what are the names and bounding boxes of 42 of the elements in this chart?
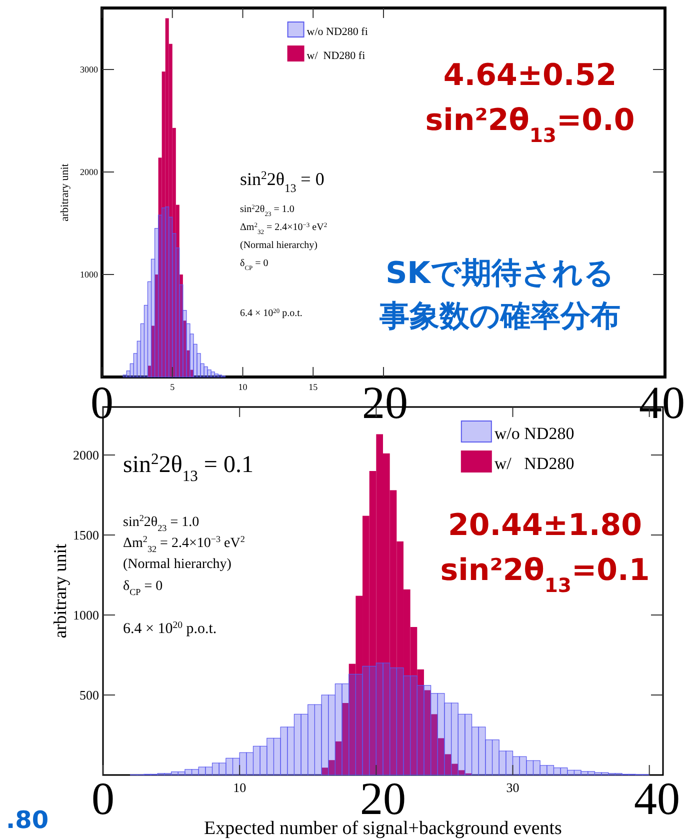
legend-label: w/o ND280 — [494, 424, 574, 443]
annotation: 40 — [639, 377, 685, 428]
annotation: sin$^{2}$2θ$_{23}$ = 1.0 — [123, 513, 200, 533]
annotation: 事象数の確率分布 — [378, 299, 620, 334]
annotation: 6.4 × 10$^{20}$ p.o.t. — [240, 308, 302, 319]
x-tick-label: 15 — [308, 382, 318, 392]
annotation: sin$^{2}$2θ$_{23}$ = 1.0 — [240, 204, 294, 218]
annotation: sin²2θ$_{13}$=0.1 — [440, 553, 650, 596]
y-tick-label: 500 — [80, 688, 99, 703]
x-tick-label: 10 — [238, 382, 248, 392]
annotation: 0 — [90, 377, 114, 428]
legend-label: w/ ND280 fi — [306, 50, 366, 62]
legend-label: w/ ND280 — [494, 454, 574, 473]
x-axis-title: Expected number of signal+background events — [204, 818, 562, 839]
annotation: SKで期待される — [386, 256, 614, 291]
y-tick-label: 2000 — [73, 448, 99, 463]
annotation: sin$^{2}$2θ$_{13}$ = 0.1 — [123, 450, 254, 484]
y-tick-label: 3000 — [80, 64, 98, 75]
y-tick-label: 1000 — [80, 270, 98, 280]
annotation: 4.64±0.52 — [443, 58, 617, 93]
y-axis-title: arbitrary unit — [50, 544, 70, 638]
annotation: sin$^{2}$2θ$_{13}$ = 0 — [240, 168, 324, 194]
annotation: sin²2θ$_{13}$=0.0 — [425, 103, 635, 146]
y-tick-label: 2000 — [80, 167, 98, 178]
annotation: Δm$^{2}$$_{32}$ = 2.4×10$^{−3}$ eV$^{2}$ — [240, 222, 328, 236]
annotation: Δm$^{2}$$_{32}$ = 2.4×10$^{−3}$ eV$^{2}$ — [123, 534, 246, 554]
legend-label: w/o ND280 fi — [306, 26, 368, 38]
annotation: 40 — [634, 773, 680, 824]
annotation: δ$_{CP}$ = 0 — [123, 579, 163, 597]
y-tick-label: 1000 — [73, 608, 99, 623]
annotation: (Normal hierarchy) — [240, 240, 318, 251]
x-tick-label: 30 — [506, 780, 520, 795]
x-tick-label: 5 — [170, 382, 176, 392]
x-tick-label: 10 — [233, 780, 246, 795]
text: .80 — [6, 806, 49, 834]
y-axis-title: arbitrary unit — [59, 164, 71, 222]
annotation: (Normal hierarchy) — [123, 557, 232, 572]
annotation: δ$_{CP}$ = 0 — [240, 258, 268, 272]
annotation: 0 — [92, 773, 114, 824]
annotation: 20.44±1.80 — [448, 508, 642, 543]
y-tick-label: 1500 — [73, 528, 99, 543]
annotation: 6.4 × 10$^{20}$ p.o.t. — [123, 620, 217, 637]
